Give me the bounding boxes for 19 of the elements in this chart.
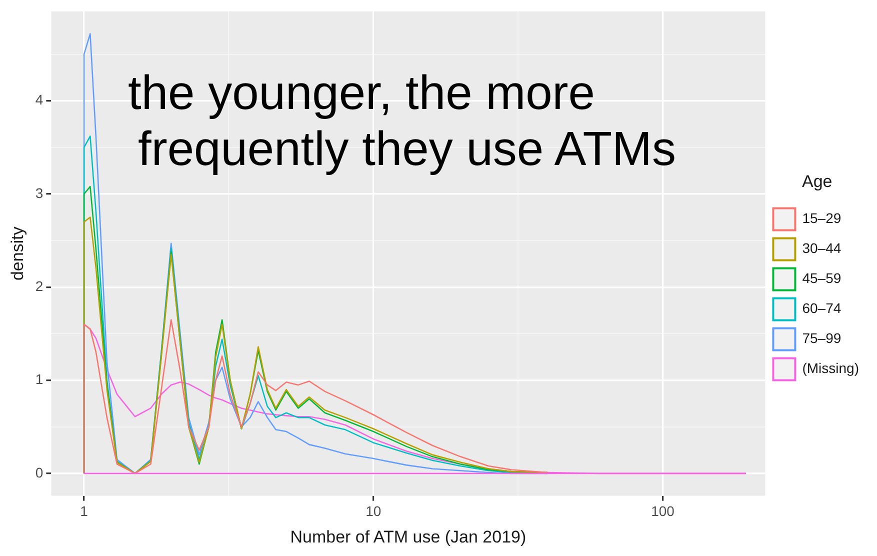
legend-label: 45–59 [802, 270, 842, 286]
x-tick-label: 1 [80, 503, 88, 520]
y-axis-title: density [8, 226, 27, 281]
legend-label: (Missing) [802, 360, 859, 376]
y-tick-label: 0 [35, 464, 44, 480]
y-tick-label: 1 [35, 371, 44, 388]
y-tick-label: 4 [35, 92, 44, 108]
legend-label: 30–44 [802, 240, 842, 256]
annotation: the younger, the more [128, 66, 595, 122]
x-tick-label: 10 [366, 503, 382, 520]
legend-label: 75–99 [802, 330, 842, 346]
annotation: frequently they use ATMs [138, 122, 676, 178]
x-axis-title: Number of ATM use (Jan 2019) [290, 527, 526, 546]
x-tick-label: 100 [651, 503, 675, 520]
y-tick-label: 2 [35, 278, 44, 294]
legend-title: Age [802, 172, 832, 191]
legend-label: 15–29 [802, 210, 842, 226]
legend-label: 60–74 [802, 300, 842, 316]
y-tick-label: 3 [35, 184, 44, 201]
